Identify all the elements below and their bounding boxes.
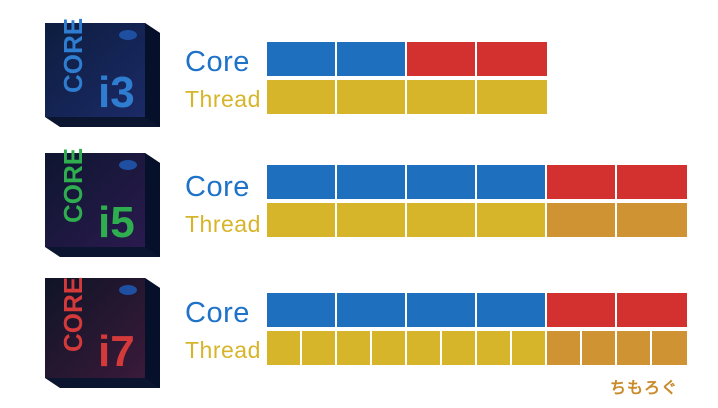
thread-cell xyxy=(477,203,547,237)
box-brand-text: CORE xyxy=(58,18,88,93)
core-cell xyxy=(407,165,477,199)
thread-cell xyxy=(547,331,582,365)
thread-cell xyxy=(372,331,407,365)
thread-cell xyxy=(547,203,617,237)
box-brand-text: CORE xyxy=(58,148,88,223)
core-cell xyxy=(477,42,547,76)
core-cell xyxy=(267,42,337,76)
thread-cell xyxy=(477,331,512,365)
core-bar xyxy=(267,165,687,199)
thread-label: Thread xyxy=(185,86,261,112)
core-cell xyxy=(337,293,407,327)
intel-logo-icon xyxy=(119,160,137,170)
cpu-box-i7: CORE i7 xyxy=(30,270,165,390)
core-cell xyxy=(337,165,407,199)
core-cell xyxy=(267,165,337,199)
thread-bar xyxy=(267,331,687,365)
core-cell xyxy=(617,293,687,327)
thread-cell xyxy=(407,80,477,114)
cpu-box-i5: CORE i5 xyxy=(30,145,165,265)
thread-cell xyxy=(617,331,652,365)
intel-logo-icon xyxy=(119,285,137,295)
thread-cell xyxy=(337,80,407,114)
row-group-i3: Core Thread xyxy=(185,42,705,117)
core-cell xyxy=(407,293,477,327)
thread-cell xyxy=(652,331,687,365)
thread-cell xyxy=(267,80,337,114)
thread-cell xyxy=(582,331,617,365)
row-group-i7: Core Thread xyxy=(185,293,705,368)
watermark-text: ちもろぐ xyxy=(609,378,678,397)
cpu-box-i7-image: CORE i7 xyxy=(45,277,160,388)
thread-label: Thread xyxy=(185,337,261,363)
row-group-i5: Core Thread xyxy=(185,165,705,240)
thread-cell xyxy=(267,203,337,237)
core-cell xyxy=(617,165,687,199)
thread-cell xyxy=(302,331,337,365)
core-cell xyxy=(267,293,337,327)
intel-logo-icon xyxy=(119,30,137,40)
box-model-text: i7 xyxy=(98,327,135,376)
core-label: Core xyxy=(185,171,250,203)
thread-bar xyxy=(267,80,547,114)
thread-bar xyxy=(267,203,687,237)
box-brand-text: CORE xyxy=(58,277,88,352)
core-bar xyxy=(267,293,687,327)
core-bar xyxy=(267,42,547,76)
core-cell xyxy=(477,293,547,327)
core-label: Core xyxy=(185,297,250,329)
core-cell xyxy=(407,42,477,76)
box-model-text: i5 xyxy=(98,198,135,247)
core-cell xyxy=(337,42,407,76)
core-label: Core xyxy=(185,46,250,78)
cpu-box-i3-image: CORE i3 xyxy=(45,18,160,127)
thread-cell xyxy=(267,331,302,365)
thread-cell xyxy=(512,331,547,365)
thread-cell xyxy=(337,331,372,365)
cpu-box-i3: CORE i3 xyxy=(30,15,165,135)
cpu-box-i5-image: CORE i5 xyxy=(45,148,160,257)
box-model-text: i3 xyxy=(98,68,135,117)
thread-cell xyxy=(407,331,442,365)
thread-cell xyxy=(407,203,477,237)
core-cell xyxy=(477,165,547,199)
thread-cell xyxy=(337,203,407,237)
thread-label: Thread xyxy=(185,211,261,237)
thread-cell xyxy=(442,331,477,365)
thread-cell xyxy=(617,203,687,237)
core-cell xyxy=(547,165,617,199)
thread-cell xyxy=(477,80,547,114)
core-cell xyxy=(547,293,617,327)
